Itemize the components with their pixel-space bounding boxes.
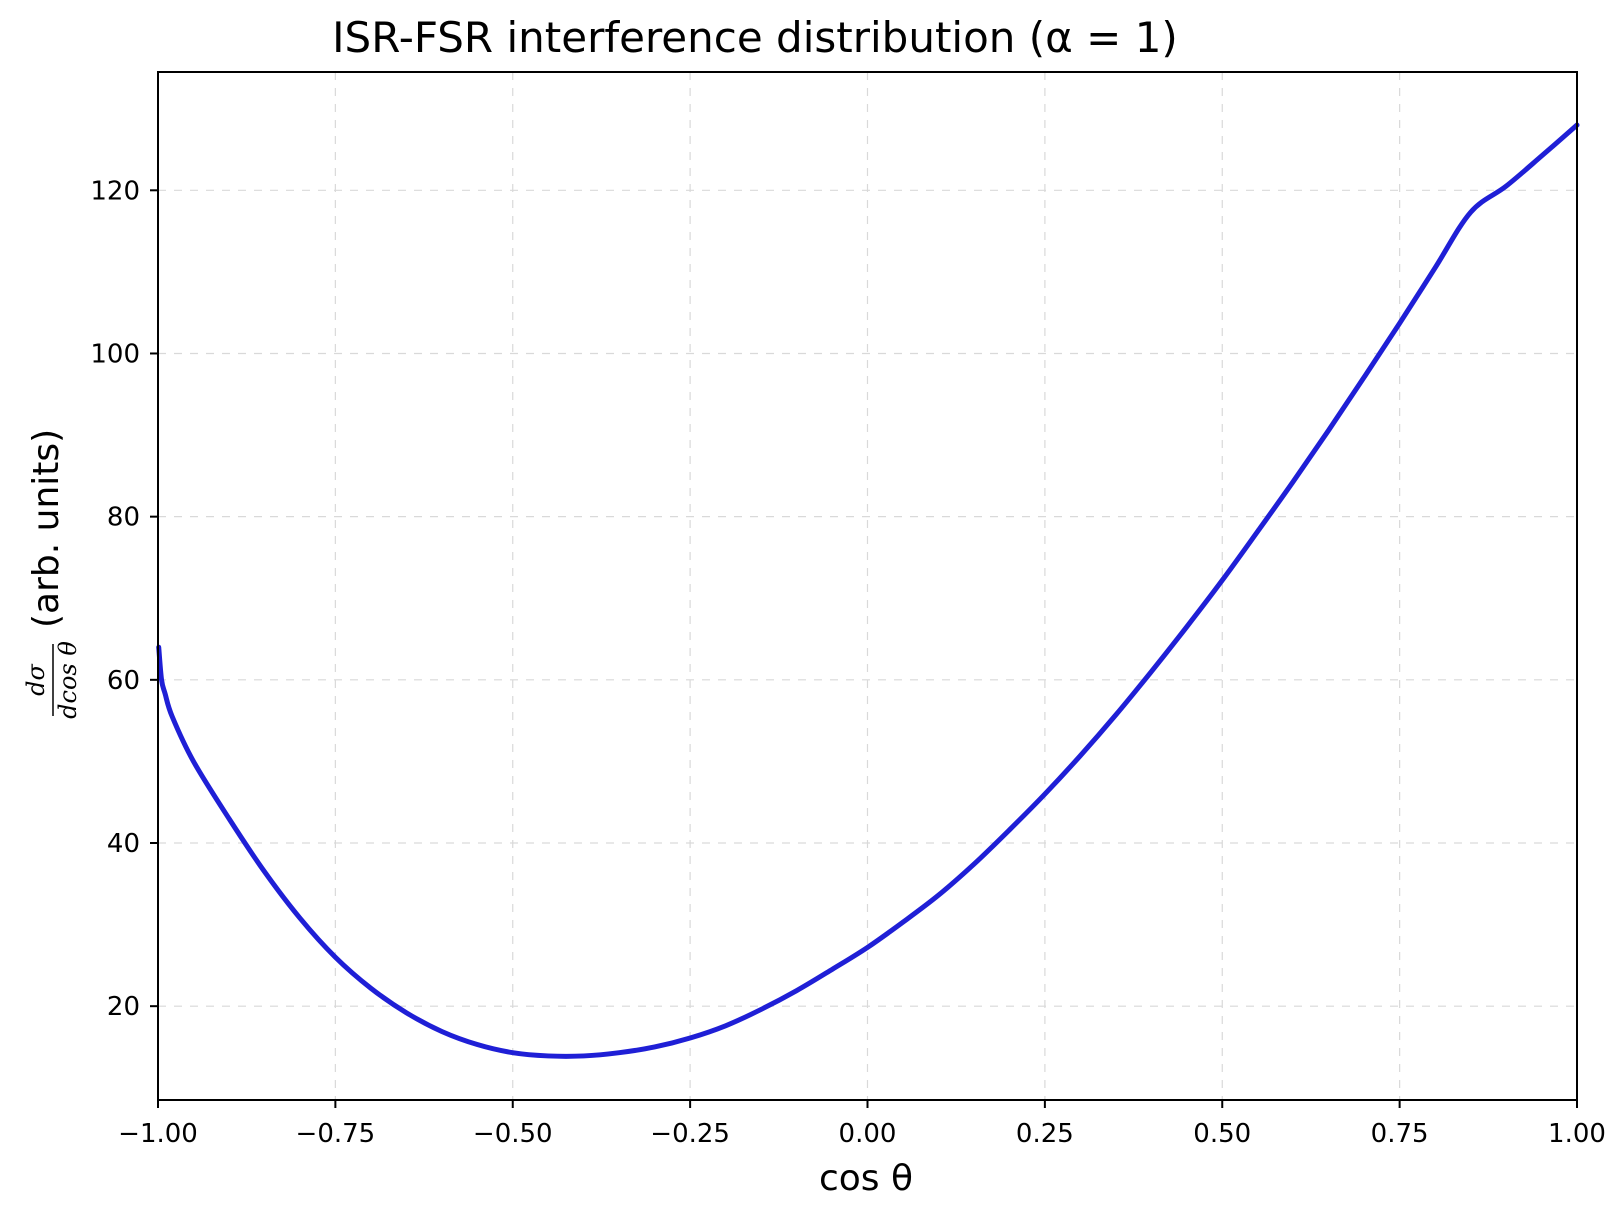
y-tick-label: 80 (107, 503, 140, 533)
x-tick-label: −0.25 (650, 1119, 730, 1149)
y-axis-ticks: 20 40 60 80 100 120 (90, 176, 158, 1022)
x-axis-ticks: −1.00 −0.75 −0.50 −0.25 0.00 0.25 0.50 0.75 1.00 (118, 1100, 1606, 1149)
x-tick-label: 0.50 (1193, 1119, 1251, 1149)
x-tick-label: −0.75 (296, 1119, 376, 1149)
series-group (156, 122, 1580, 1059)
y-tick-label: 120 (90, 176, 140, 206)
y-axis-label-text: (arb. units) (26, 429, 67, 628)
y-tick-label: 20 (107, 992, 140, 1022)
y-tick-label: 100 (90, 339, 140, 369)
y-tick-label: 60 (107, 666, 140, 696)
x-tick-label: 0.25 (1016, 1119, 1074, 1149)
x-tick-label: 1.00 (1548, 1119, 1606, 1149)
x-tick-label: 0.75 (1371, 1119, 1429, 1149)
y-axis-label-denominator: dcos θ (54, 641, 82, 719)
x-axis-label: cos θ (819, 1158, 913, 1199)
x-tick-label: 0.00 (839, 1119, 897, 1149)
grid (157, 72, 1578, 1100)
y-axis-label-numerator: dσ (22, 664, 50, 696)
y-tick-label: 40 (107, 829, 140, 859)
series-line (156, 122, 1580, 1059)
x-tick-label: −0.50 (473, 1119, 553, 1149)
y-axis-label: (arb. units) dσ dcos θ (22, 429, 82, 719)
chart-title: ISR-FSR interference distribution (α = 1… (332, 13, 1178, 62)
x-tick-label: −1.00 (118, 1119, 198, 1149)
